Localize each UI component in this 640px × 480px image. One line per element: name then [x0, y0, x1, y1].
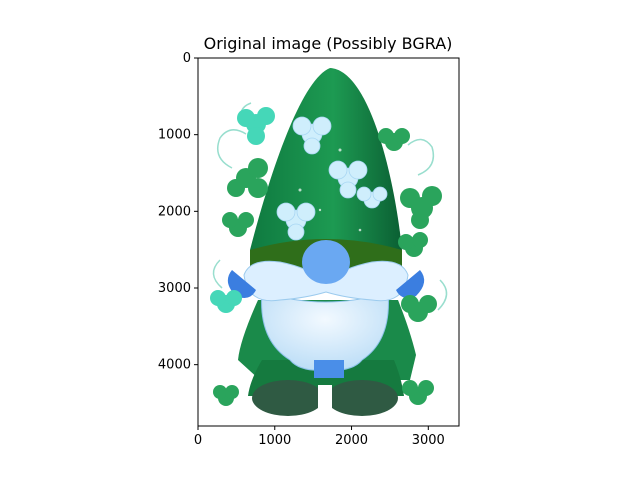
y-tick-label: 3000	[158, 281, 191, 296]
gnome-illustration	[198, 58, 459, 426]
x-tick-label: 0	[194, 433, 202, 448]
axes-frame	[197, 57, 460, 427]
x-tick-label: 2000	[335, 433, 368, 448]
y-tick-label: 1000	[158, 128, 191, 143]
y-tick-label: 0	[183, 51, 191, 66]
plot-area: 0 1000 2000 3000 0 1000 2000 3000 4000	[158, 51, 460, 448]
chart-title: Original image (Possibly BGRA)	[204, 34, 453, 53]
x-tick-label: 3000	[412, 433, 445, 448]
y-tick-label: 2000	[158, 204, 191, 219]
tick-group: 0 1000 2000 3000 0 1000 2000 3000 4000	[158, 51, 445, 448]
x-tick-label: 1000	[258, 433, 291, 448]
y-tick-label: 4000	[158, 358, 191, 373]
